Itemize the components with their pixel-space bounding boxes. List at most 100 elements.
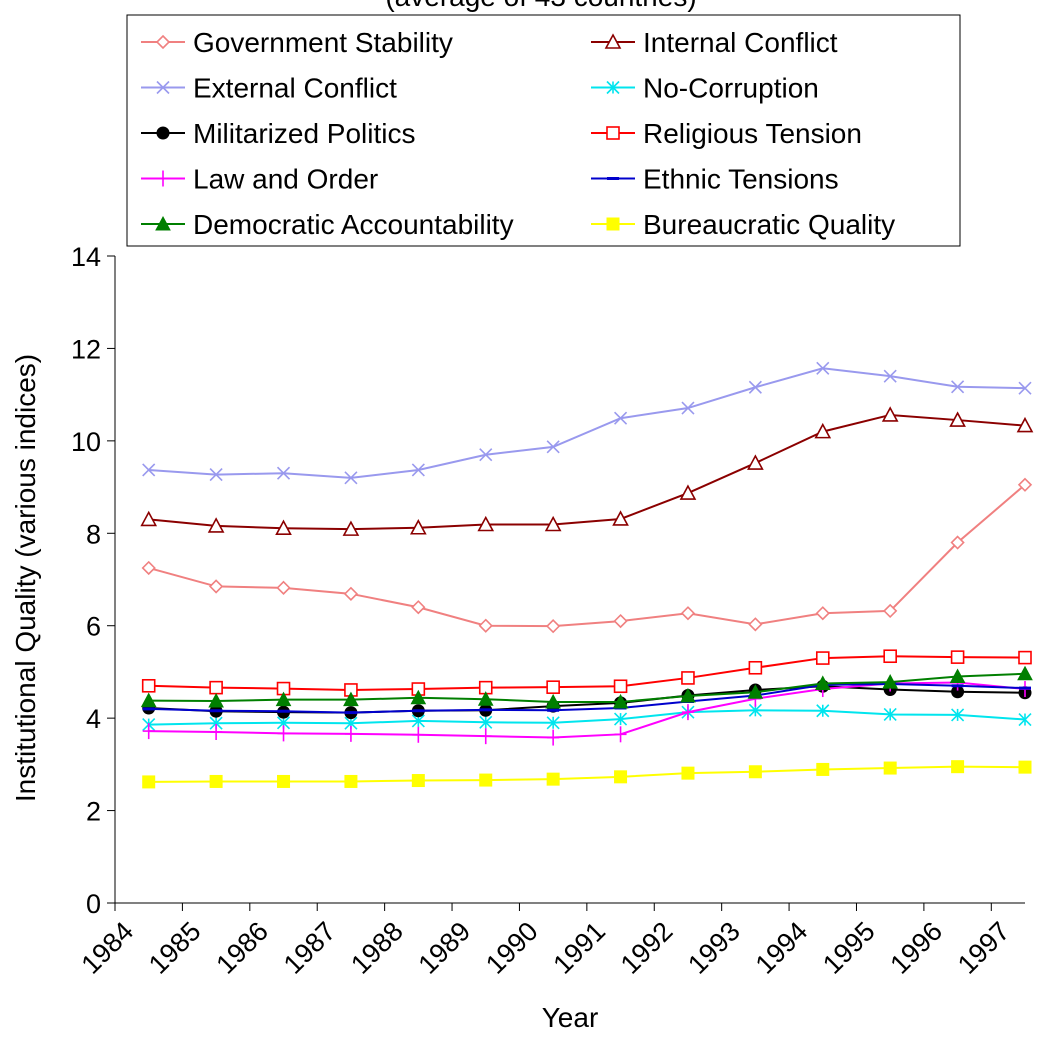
legend-marker xyxy=(156,126,170,140)
data-point xyxy=(412,726,425,743)
data-point xyxy=(546,619,561,634)
x-tick-label: 1992 xyxy=(615,916,679,980)
legend-label: Ethnic Tensions xyxy=(643,164,839,195)
legend: Government Stability Internal Conflict Ext… xyxy=(141,27,895,240)
data-point xyxy=(882,674,899,689)
y-tick-label: 14 xyxy=(71,242,101,272)
x-tick-label: 1988 xyxy=(345,916,409,980)
data-point xyxy=(275,691,292,707)
data-point xyxy=(951,760,965,774)
data-point xyxy=(277,725,290,742)
data-point xyxy=(950,650,965,664)
data-point xyxy=(479,728,492,745)
data-point xyxy=(478,618,493,633)
data-point xyxy=(210,724,223,741)
data-point xyxy=(614,770,628,784)
axes xyxy=(114,256,1025,904)
y-axis-title: Institutional Quality (various indices) xyxy=(10,354,41,802)
x-tick-label: 1984 xyxy=(76,916,140,980)
data-point xyxy=(681,401,695,415)
y-tick-label: 2 xyxy=(86,797,101,827)
data-point xyxy=(1018,760,1032,774)
data-point xyxy=(344,471,358,485)
data-point xyxy=(748,765,762,779)
data-point xyxy=(681,704,694,721)
data-point xyxy=(1017,477,1033,492)
series-line xyxy=(148,484,1026,628)
data-point xyxy=(613,613,628,629)
data-point xyxy=(681,766,695,780)
legend-marker xyxy=(155,215,171,231)
data-point xyxy=(546,440,560,454)
data-point xyxy=(209,468,223,482)
x-tick-label: 1989 xyxy=(413,916,477,980)
data-point xyxy=(816,704,830,718)
legend-box xyxy=(126,14,961,247)
data-point xyxy=(344,725,357,742)
x-tick-label: 1997 xyxy=(952,916,1016,980)
data-point xyxy=(140,692,157,708)
x-tick-label: 1990 xyxy=(480,916,544,980)
data-point xyxy=(209,680,223,695)
data-point xyxy=(748,660,763,675)
legend-item: Religious Tension xyxy=(591,118,862,149)
data-point xyxy=(814,675,831,690)
data-point xyxy=(546,680,560,694)
data-point xyxy=(546,772,560,786)
data-point xyxy=(747,454,764,470)
x-tick-label: 1996 xyxy=(884,916,948,980)
data-point xyxy=(612,693,629,709)
x-tick-label: 1987 xyxy=(278,916,342,980)
series-bureaucratic-quality xyxy=(142,760,1032,789)
legend-marker xyxy=(156,80,170,95)
data-point xyxy=(477,515,495,532)
series-government-stability xyxy=(141,477,1033,634)
y-axis-ticks: 0 2 4 6 8 10 12 14 xyxy=(71,242,115,919)
data-point xyxy=(883,603,898,619)
series-line xyxy=(148,672,1026,703)
legend-item: Law and Order xyxy=(141,164,378,195)
data-point xyxy=(815,606,830,621)
data-point xyxy=(142,463,156,477)
data-point xyxy=(614,726,627,743)
data-point xyxy=(276,466,291,480)
data-point xyxy=(479,715,493,729)
data-point xyxy=(949,411,966,427)
data-point xyxy=(747,684,764,699)
data-point xyxy=(748,380,762,394)
y-tick-label: 4 xyxy=(86,704,101,734)
data-point xyxy=(209,774,223,788)
data-point xyxy=(409,519,427,535)
data-point xyxy=(1018,712,1032,727)
data-point xyxy=(342,520,360,536)
series-layer xyxy=(140,361,1034,789)
data-point xyxy=(208,579,224,594)
x-tick-label: 1993 xyxy=(682,916,746,980)
data-point xyxy=(343,691,359,707)
data-point xyxy=(814,422,832,439)
series-line xyxy=(148,765,1026,783)
y-tick-label: 0 xyxy=(86,889,101,919)
series-external-conflict xyxy=(142,361,1032,485)
legend-label: Democratic Accountability xyxy=(193,209,514,240)
legend-item: Internal Conflict xyxy=(591,27,838,58)
data-point xyxy=(951,708,965,722)
data-point xyxy=(141,678,156,693)
x-axis-title: Year xyxy=(542,1002,599,1033)
legend-label: Internal Conflict xyxy=(643,27,838,58)
legend-item: Bureaucratic Quality xyxy=(591,209,895,240)
legend-marker xyxy=(155,34,171,50)
data-point xyxy=(142,775,156,789)
data-point xyxy=(411,774,425,788)
data-point xyxy=(679,484,697,500)
y-tick-label: 10 xyxy=(71,427,101,457)
legend-item: External Conflict xyxy=(141,73,397,104)
legend-item: No-Corruption xyxy=(591,73,819,104)
data-point xyxy=(546,716,560,730)
legend-label: Religious Tension xyxy=(643,118,862,149)
x-tick-label: 1986 xyxy=(210,916,274,980)
series-no-corruption xyxy=(142,703,1032,732)
data-point xyxy=(343,586,359,601)
x-tick-label: 1991 xyxy=(547,916,611,980)
